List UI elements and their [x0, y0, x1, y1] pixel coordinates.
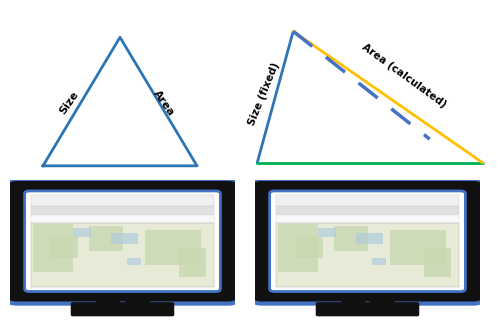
Bar — [89, 226, 122, 251]
Bar — [125, 295, 150, 305]
Bar — [276, 223, 458, 287]
Bar — [370, 295, 394, 305]
Text: Size (fixed): Size (fixed) — [247, 61, 282, 127]
Bar — [32, 223, 214, 287]
Text: Area (calculated): Area (calculated) — [360, 42, 448, 110]
Bar — [276, 215, 458, 223]
FancyBboxPatch shape — [6, 179, 240, 304]
Bar — [32, 224, 73, 272]
Text: Area: Area — [152, 88, 176, 118]
Bar — [356, 233, 384, 244]
Bar — [127, 258, 140, 265]
FancyBboxPatch shape — [250, 179, 484, 304]
Bar — [50, 237, 78, 258]
Bar — [145, 230, 202, 265]
Bar — [390, 230, 446, 265]
FancyBboxPatch shape — [71, 302, 174, 316]
Bar — [340, 295, 365, 305]
Bar — [296, 237, 322, 258]
FancyBboxPatch shape — [24, 191, 220, 291]
Bar — [372, 258, 386, 265]
Bar — [32, 206, 214, 215]
Bar — [278, 224, 318, 272]
Bar — [73, 229, 91, 237]
Bar — [424, 248, 451, 277]
Bar — [32, 195, 214, 206]
Bar — [318, 229, 336, 237]
Bar — [112, 233, 138, 244]
Bar — [276, 195, 458, 206]
FancyBboxPatch shape — [316, 302, 419, 316]
Text: Scale (changed): Scale (changed) — [319, 184, 421, 197]
Bar — [96, 295, 120, 305]
Bar — [179, 248, 206, 277]
Bar — [32, 215, 214, 223]
Text: Size: Size — [58, 90, 81, 117]
Text: Scale: Scale — [103, 184, 137, 197]
FancyBboxPatch shape — [270, 191, 466, 291]
Bar — [334, 226, 368, 251]
Bar — [276, 206, 458, 215]
